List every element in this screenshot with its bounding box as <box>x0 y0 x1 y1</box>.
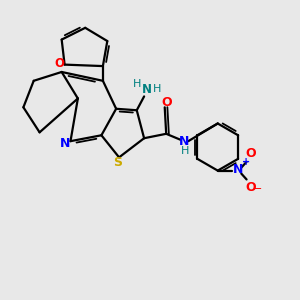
Text: O: O <box>162 96 172 109</box>
Text: N: N <box>232 163 243 176</box>
Text: S: S <box>113 156 122 169</box>
Text: H: H <box>153 84 161 94</box>
Text: −: − <box>253 184 262 194</box>
Text: +: + <box>242 158 250 167</box>
Text: N: N <box>60 137 71 150</box>
Text: O: O <box>246 182 256 194</box>
Text: N: N <box>179 135 189 148</box>
Text: O: O <box>246 147 256 160</box>
Text: O: O <box>54 57 64 70</box>
Text: H: H <box>181 146 190 156</box>
Text: N: N <box>142 82 152 95</box>
Text: H: H <box>133 79 141 89</box>
